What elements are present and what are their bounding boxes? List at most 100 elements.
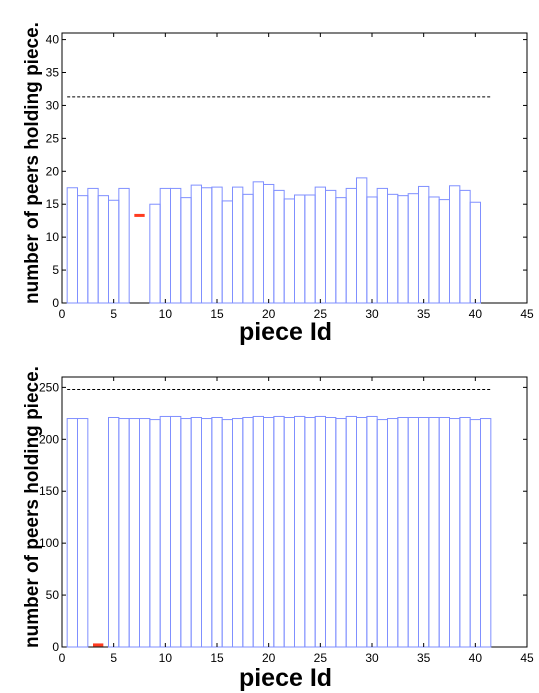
- y-tick-label: 35: [46, 66, 60, 80]
- bar: [149, 203, 161, 304]
- y-tick-label: 250: [39, 380, 59, 394]
- x-tick-label: 45: [520, 307, 534, 321]
- bar: [449, 185, 461, 304]
- bar: [325, 417, 337, 648]
- bar: [283, 198, 295, 304]
- x-tick-label: 30: [365, 307, 379, 321]
- x-tick-label: 10: [159, 307, 173, 321]
- bar: [180, 197, 192, 304]
- x-tick-label: 35: [417, 307, 431, 321]
- bar: [335, 197, 347, 304]
- bar: [201, 418, 213, 648]
- x-tick-label: 20: [262, 307, 276, 321]
- y-tick-label: 30: [46, 98, 60, 112]
- bar: [211, 417, 223, 648]
- bar: [159, 187, 172, 304]
- bar: [459, 417, 471, 648]
- x-tick-label: 15: [210, 307, 224, 321]
- bar: [263, 183, 275, 304]
- bar: [325, 189, 337, 304]
- bar: [294, 194, 306, 304]
- bar: [418, 417, 430, 648]
- bar: [294, 415, 306, 648]
- bar: [190, 417, 203, 648]
- bar: [66, 187, 78, 304]
- x-tick-label: 5: [110, 307, 117, 321]
- bar: [438, 199, 450, 304]
- bar: [304, 194, 316, 304]
- bar: [211, 186, 223, 304]
- bar: [469, 419, 481, 648]
- bar: [252, 415, 265, 648]
- bar: [77, 195, 89, 304]
- bar: [190, 184, 203, 304]
- bar: [170, 187, 182, 304]
- bar: [397, 195, 409, 304]
- bar: [77, 418, 89, 648]
- y-tick-label: 200: [39, 432, 59, 446]
- bar: [366, 415, 378, 648]
- bar: [242, 417, 254, 648]
- bar: [428, 417, 440, 648]
- x-tick-label: 5: [110, 651, 117, 665]
- bar: [418, 185, 430, 304]
- chart-top: 0 5 10 15 20 25 30 35 40 45 0 5 10 15 20 25 30 35 40 piece …: [22, 22, 534, 346]
- bar: [407, 417, 419, 648]
- bar: [283, 417, 295, 648]
- bar: [356, 177, 368, 304]
- bar: [345, 187, 357, 304]
- bar: [108, 417, 120, 648]
- y-tick-label: 50: [46, 588, 60, 602]
- bar: [242, 193, 254, 304]
- bar: [118, 187, 130, 304]
- bar: [335, 418, 347, 648]
- bar: [87, 187, 99, 304]
- y-tick-label: 20: [46, 164, 60, 178]
- bar: [480, 418, 492, 648]
- bar: [139, 418, 151, 648]
- bar: [438, 417, 450, 648]
- bar: [221, 419, 234, 648]
- bar: [469, 201, 481, 304]
- bar: [201, 187, 213, 304]
- bar: [232, 418, 244, 648]
- bar: [314, 186, 326, 304]
- bar: [397, 417, 409, 648]
- bar: [387, 193, 399, 304]
- bar: [263, 417, 275, 648]
- bar: [108, 199, 120, 304]
- highlight-marker: [134, 213, 145, 217]
- bar: [129, 215, 139, 303]
- x-tick-label: 30: [365, 651, 379, 665]
- y-tick-label: 150: [39, 484, 59, 498]
- bar: [97, 195, 109, 304]
- bar: [428, 196, 440, 304]
- x-tick-label: 40: [469, 307, 483, 321]
- bar: [159, 415, 172, 648]
- bar: [128, 418, 141, 648]
- x-tick-label: 40: [469, 651, 483, 665]
- x-tick-label: 20: [262, 651, 276, 665]
- bar: [273, 189, 285, 304]
- bar: [376, 419, 388, 648]
- y-tick-label: 25: [46, 131, 60, 145]
- bar: [304, 417, 316, 648]
- bar: [366, 196, 378, 304]
- x-axis-label: piece Id: [239, 664, 332, 692]
- bar: [376, 187, 388, 304]
- x-tick-label: 10: [159, 651, 173, 665]
- bar: [273, 415, 285, 648]
- bar: [459, 189, 471, 304]
- x-tick-label: 25: [314, 651, 328, 665]
- x-tick-label: 45: [520, 651, 534, 665]
- x-tick-label: 0: [59, 307, 66, 321]
- bar: [221, 200, 234, 304]
- y-axis-label: number of peers holding piece.: [22, 366, 43, 648]
- x-axis-label: piece Id: [239, 318, 332, 346]
- bar: [449, 418, 461, 648]
- bar: [180, 418, 192, 648]
- bar: [314, 415, 326, 648]
- bar: [170, 415, 182, 648]
- x-tick-label: 0: [59, 651, 66, 665]
- x-tick-label: 35: [417, 651, 431, 665]
